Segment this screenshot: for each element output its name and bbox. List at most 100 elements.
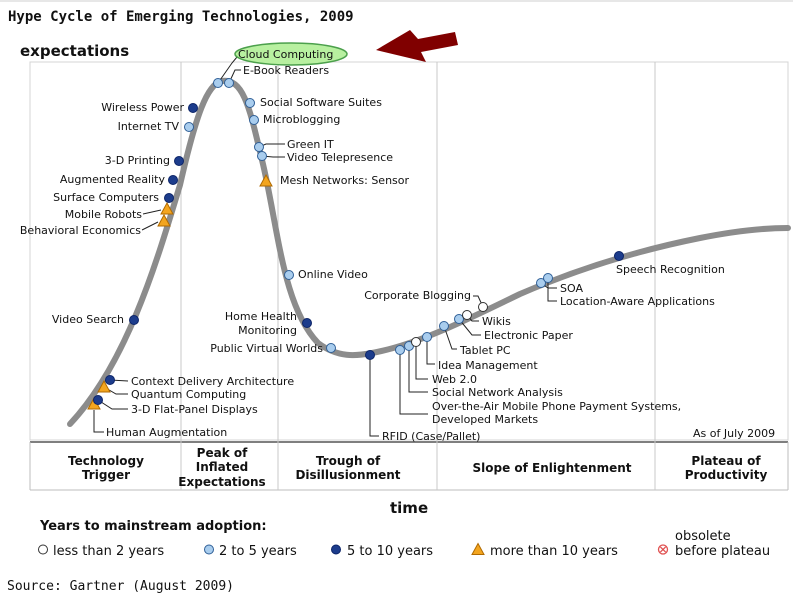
phase-label-peak-of-inflated-expectations: Peak of Inflated Expectations [178,446,265,489]
legend: Years to mainstream adoption: less than … [38,519,770,559]
marker-corporate-blogging [478,302,488,312]
chart-title: Hype Cycle of Emerging Technologies, 200… [8,9,354,25]
as-of-date: As of July 2009 [693,427,775,440]
marker-internet-tv [184,122,194,132]
marker-cloud-computing [213,78,223,88]
legend-marker-lt2 [38,544,48,555]
marker-web-2-0 [411,337,421,347]
marker-soa [536,278,546,288]
label-human-augmentation: Human Augmentation [106,426,227,439]
leader-line-idea-management [426,337,435,365]
label-video-search: Video Search [52,313,124,326]
label-augmented-reality: Augmented Reality [60,173,166,186]
label-online-video: Online Video [298,268,368,281]
y-axis-label: expectations [20,42,129,60]
legend-marker-y2to5 [204,544,214,555]
label-mobile-robots: Mobile Robots [65,208,142,221]
phase-label-trough-of-disillusionment: Trough of Disillusionment [295,454,400,482]
label-speech-recognition: Speech Recognition [616,263,725,276]
leader-line-over-the-air-mobile-phone-payment-systems-developed-markets [399,350,428,415]
label-social-network-analysis: Social Network Analysis [432,386,563,399]
marker-electronic-paper [454,314,464,324]
marker-public-virtual-worlds [326,343,336,353]
label-idea-management: Idea Management [438,359,538,372]
legend-label-y5to10: 5 to 10 years [347,544,433,559]
legend-marker-gt10 [471,542,485,555]
leader-line-human-augmentation [93,410,104,433]
marker-3-d-printing [174,156,184,166]
legend-marker-y5to10 [331,544,341,555]
x-axis-label: time [390,499,428,517]
label-over-the-air-mobile-phone-payment-systems-developed-markets: Over-the-Air Mobile Phone Payment System… [432,400,681,426]
phase-label-slope-of-enlightenment: Slope of Enlightenment [473,461,632,475]
label-cloud-computing: Cloud Computing [238,48,333,61]
technology-markers [87,78,624,410]
marker-microblogging [249,115,259,125]
label-green-it: Green IT [287,138,334,151]
label-public-virtual-worlds: Public Virtual Worlds [210,342,323,355]
marker-idea-management [422,332,432,342]
legend-label-gt10: more than 10 years [490,544,618,559]
legend-label-lt2: less than 2 years [53,544,164,559]
label-context-delivery-architecture: Context Delivery Architecture [131,375,294,388]
label-mesh-networks-sensor: Mesh Networks: Sensor [280,174,410,187]
marker-context-delivery-architecture [105,375,115,385]
legend-label-y2to5: 2 to 5 years [219,544,297,559]
marker-over-the-air-mobile-phone-payment-systems-developed-markets [395,345,405,355]
source-note: Source: Gartner (August 2009) [7,579,234,594]
marker-rfid-case-pallet [365,350,375,360]
cloud-computing-highlight [234,42,348,66]
label-3-d-flat-panel-displays: 3-D Flat-Panel Displays [131,403,258,416]
marker-location-aware-applications [543,273,553,283]
label-microblogging: Microblogging [263,113,340,126]
marker-green-it [254,142,264,152]
legend-label-obsolete: obsolete before plateau [675,529,770,559]
marker-online-video [284,270,294,280]
label-behavioral-economics: Behavioral Economics [20,224,141,237]
leader-line-rfid-case-pallet [369,355,379,437]
marker-tablet-pc [439,321,449,331]
technology-labels: Human Augmentation 3-D Flat-Panel Display… [20,48,725,443]
label-internet-tv: Internet TV [118,120,180,133]
marker-3-d-flat-panel-displays [93,395,103,405]
leader-line-mobile-robots [142,209,162,215]
red-arrow-icon [376,30,458,62]
marker-speech-recognition [614,251,624,261]
leader-line-tablet-pc [443,325,457,350]
label-soa: SOA [560,282,583,295]
label-wireless-power: Wireless Power [101,101,184,114]
label-tablet-pc: Tablet PC [459,344,511,357]
label-e-book-readers: E-Book Readers [243,64,329,77]
label-location-aware-applications: Location-Aware Applications [560,295,715,308]
leader-line-web-2-0 [415,342,428,380]
leader-line-electronic-paper [458,318,481,336]
phase-labels: Technology Trigger Peak of Inflated Expectat… [68,446,767,489]
label-home-health-monitoring: Home Health Monitoring [225,310,297,337]
legend-marker-obsolete [657,544,669,555]
phase-label-plateau-of-productivity: Plateau of Productivity [685,454,768,482]
marker-home-health-monitoring [302,318,312,328]
leader-line-social-network-analysis [408,346,428,393]
label-social-software-suites: Social Software Suites [260,96,382,109]
label-wikis: Wikis [482,315,511,328]
phase-label-technology-trigger: Technology Trigger [68,454,144,482]
marker-quantum-computing [97,379,111,393]
marker-video-telepresence [257,151,267,161]
legend-title: Years to mainstream adoption: [39,519,267,534]
cloud-computing-arrow [234,30,458,66]
label-corporate-blogging: Corporate Blogging [364,289,471,302]
phase-dividers [180,62,656,490]
leader-line-cloud-computing [217,56,238,84]
leader-line-3-d-flat-panel-displays [97,399,128,410]
marker-mobile-robots [160,201,174,215]
marker-surface-computers [164,193,174,203]
label-surface-computers: Surface Computers [53,191,159,204]
label-video-telepresence: Video Telepresence [287,151,393,164]
label-3-d-printing: 3-D Printing [105,154,170,167]
marker-mesh-networks-sensor [259,173,273,187]
marker-e-book-readers [224,78,234,88]
marker-wireless-power [188,103,198,113]
marker-behavioral-economics [157,213,171,227]
marker-video-search [129,315,139,325]
